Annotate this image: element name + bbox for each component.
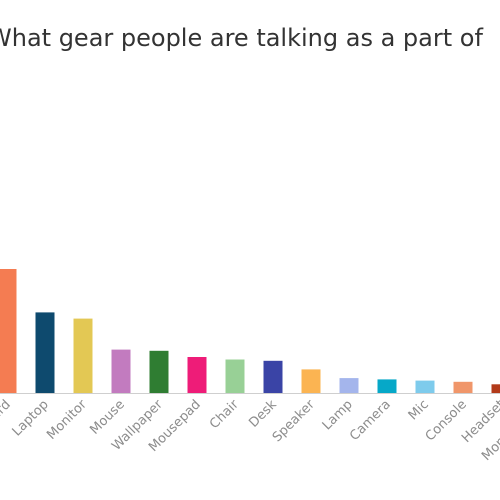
x-tick-label: Keyboard: [0, 397, 14, 451]
x-tick-label: Chair: [207, 397, 242, 432]
bar-monitor: [73, 318, 93, 393]
x-tick-labels: KeyboardLaptopMonitorMouseWallpaperMouse…: [0, 397, 500, 464]
bar-lamp: [339, 378, 359, 393]
bar-chair: [225, 359, 245, 393]
bar-mouse: [111, 349, 131, 393]
bars-group: [0, 269, 500, 393]
bar-wallpaper: [149, 350, 169, 393]
bar-keyboard: [0, 269, 17, 393]
bar-desk: [263, 360, 283, 393]
x-tick-label: Lamp: [320, 397, 356, 433]
x-tick-label: Speaker: [270, 397, 318, 445]
bar-laptop: [35, 312, 55, 393]
bar-headset: [491, 384, 500, 393]
bar-mousepad: [187, 357, 207, 393]
x-tick-label: Mic: [406, 397, 432, 423]
bar-console: [453, 381, 473, 393]
x-tick-label: Camera: [347, 397, 394, 444]
bar-camera: [377, 379, 397, 393]
bar-mic: [415, 380, 435, 393]
x-tick-label: Monitor: [44, 397, 90, 443]
chart-title: What gear people are talking as a part o…: [0, 24, 483, 52]
bar-speaker: [301, 369, 321, 393]
x-tick-label: Desk: [246, 397, 280, 431]
